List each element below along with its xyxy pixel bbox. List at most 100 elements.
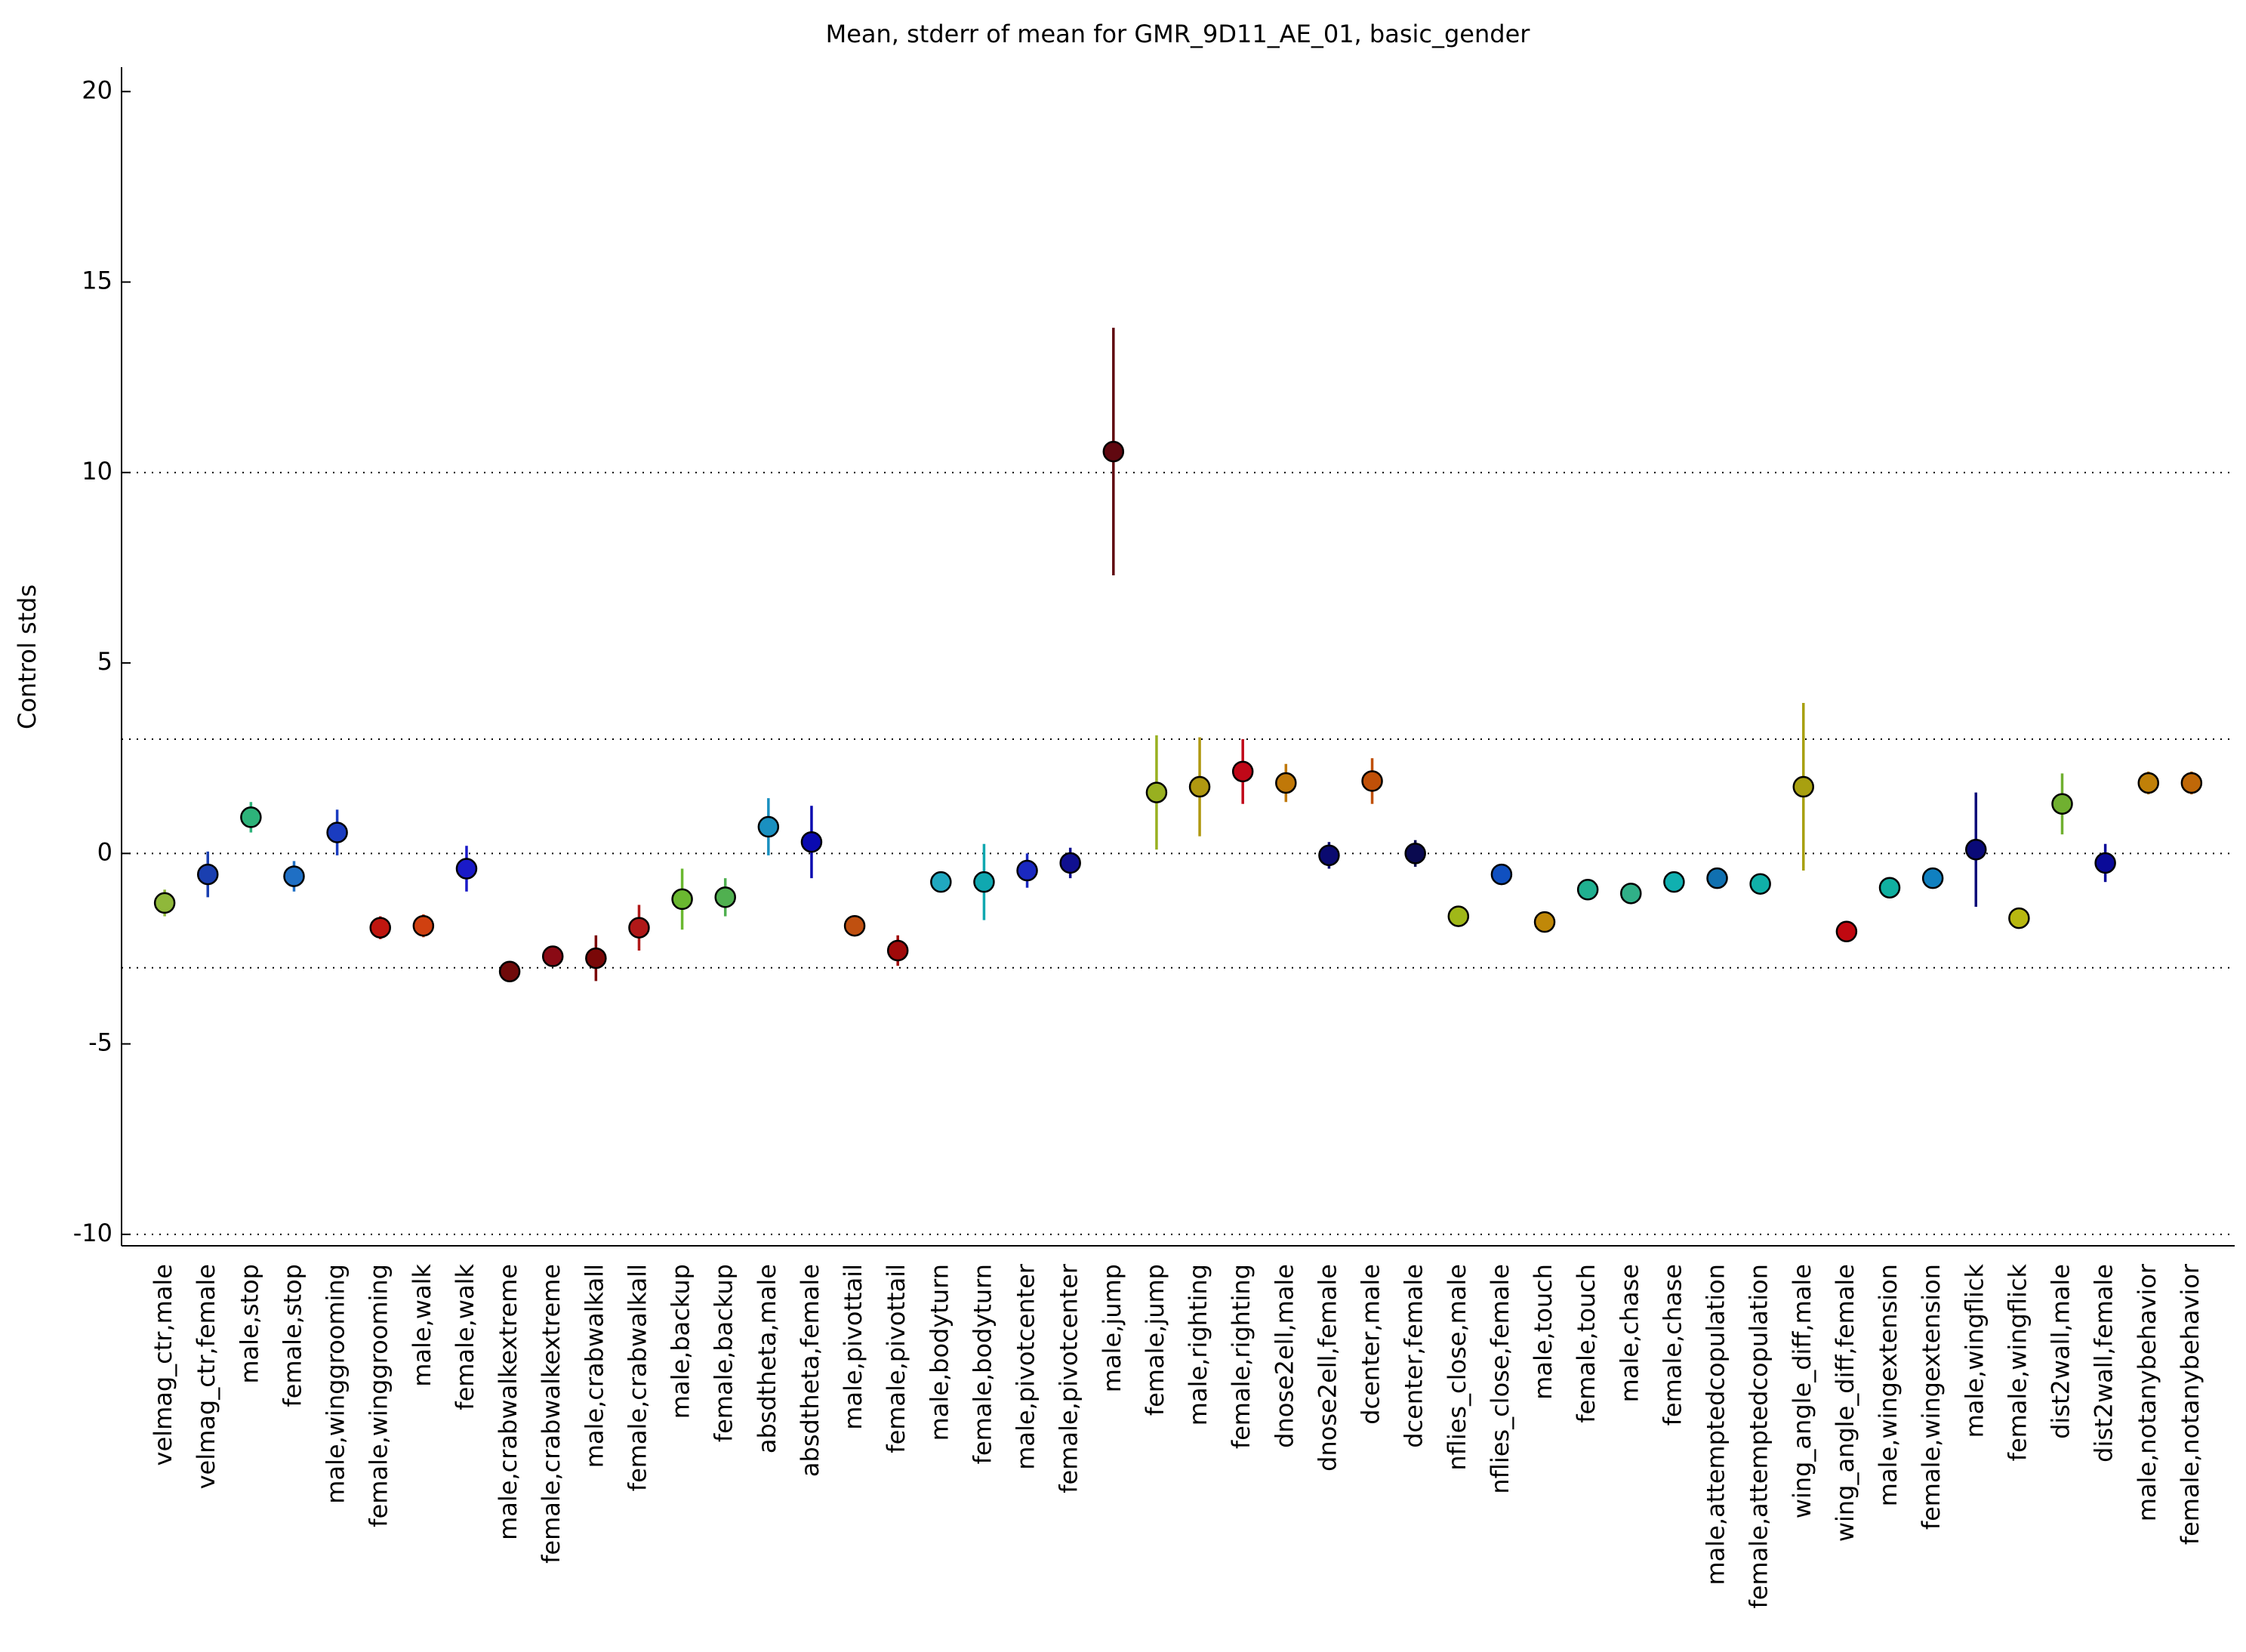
y-tick-label: 20 (82, 76, 112, 104)
mean-marker (585, 947, 607, 969)
mean-marker (369, 917, 391, 938)
mean-marker (1965, 839, 1987, 861)
mean-marker (283, 865, 305, 887)
x-tick-label: female,touch (1572, 1264, 1601, 1423)
mean-marker (2008, 907, 2030, 929)
x-tick-label: female,pivottail (882, 1264, 910, 1453)
x-tick-label: female,pivotcenter (1055, 1263, 1083, 1493)
mean-marker (1059, 852, 1081, 874)
x-tick-label: male,wingflick (1960, 1264, 1989, 1438)
x-tick-label: nflies_close,female (1486, 1264, 1514, 1494)
x-tick-label: male,backup (667, 1264, 695, 1419)
x-tick-label: female,notanybehavior (2176, 1263, 2204, 1545)
mean-marker (1361, 770, 1383, 792)
x-tick-label: male,bodyturn (925, 1264, 954, 1441)
x-tick-label: female,backup (710, 1264, 738, 1442)
mean-marker (757, 815, 780, 838)
x-tick-label: male,winggrooming (322, 1264, 350, 1504)
x-tick-label: male,chase (1615, 1264, 1644, 1402)
x-tick-label: female,walk (451, 1264, 479, 1410)
x-tick-label: male,stop (235, 1264, 263, 1384)
x-tick-label: male,crabwalkextreme (494, 1264, 522, 1540)
mean-marker (412, 914, 435, 937)
mean-marker (1921, 867, 1944, 889)
x-tick-label: female,chase (1658, 1264, 1687, 1425)
mean-marker (671, 888, 693, 911)
x-tick-label: male,righting (1184, 1264, 1212, 1425)
mean-marker (1576, 879, 1599, 901)
mean-marker (886, 939, 909, 962)
x-tick-label: dist2wall,female (2090, 1264, 2118, 1462)
mean-marker (2180, 772, 2203, 794)
x-tick-label: male,crabwalkall (580, 1264, 608, 1468)
mean-marker (1275, 772, 1297, 794)
x-tick-label: wing_angle_diff,female (1831, 1264, 1859, 1542)
y-axis-label: Control stds (13, 584, 42, 729)
x-tick-label: female,stop (278, 1264, 307, 1407)
x-tick-label: velmag_ctr,female (192, 1264, 220, 1489)
mean-marker (843, 914, 866, 937)
mean-marker (2094, 852, 2116, 874)
x-tick-label: male,notanybehavior (2133, 1263, 2161, 1521)
mean-marker (326, 821, 348, 843)
mean-marker (1231, 760, 1254, 783)
mean-marker (930, 871, 952, 893)
x-tick-label: female,jump (1141, 1264, 1169, 1416)
mean-marker (240, 806, 262, 828)
mean-marker (1490, 863, 1513, 886)
x-tick-label: female,winggrooming (365, 1264, 393, 1527)
mean-marker (800, 831, 823, 853)
mean-marker (2051, 793, 2073, 815)
x-tick-label: absdtheta,female (796, 1264, 824, 1477)
mean-marker (1447, 905, 1470, 927)
mean-marker (455, 858, 478, 880)
x-tick-label: male,wingextension (1874, 1264, 1902, 1506)
x-tick-label: dnose2ell,male (1270, 1264, 1299, 1448)
x-tick-label: female,bodyturn (968, 1264, 997, 1464)
x-tick-label: male,pivottail (839, 1264, 867, 1430)
mean-marker (498, 960, 521, 982)
mean-marker (1188, 775, 1211, 798)
y-tick-label: 5 (97, 647, 112, 676)
mean-marker (714, 886, 736, 908)
mean-marker (153, 892, 176, 914)
x-tick-label: female,righting (1227, 1264, 1255, 1449)
x-tick-label: female,wingflick (2003, 1264, 2032, 1462)
mean-marker (973, 871, 995, 893)
mean-marker (1102, 440, 1125, 463)
mean-marker (1404, 843, 1426, 865)
y-tick-label: 10 (82, 457, 112, 485)
y-tick-label: 0 (97, 837, 112, 866)
x-tick-label: dcenter,male (1357, 1264, 1385, 1425)
y-tick-label: 15 (82, 267, 112, 295)
x-tick-label: male,jump (1098, 1264, 1126, 1392)
y-tick-label: -10 (73, 1219, 112, 1247)
mean-marker (1835, 920, 1858, 943)
mean-marker (1878, 877, 1901, 898)
x-tick-label: male,touch (1529, 1264, 1557, 1400)
x-tick-label: dnose2ell,female (1313, 1264, 1342, 1472)
mean-marker (1533, 911, 1556, 933)
mean-marker (1792, 775, 1815, 798)
mean-marker (196, 863, 219, 886)
x-tick-label: absdtheta,male (753, 1264, 781, 1453)
mean-marker (541, 945, 564, 967)
x-tick-label: female,crabwalkextreme (537, 1264, 565, 1564)
x-tick-label: dcenter,female (1400, 1264, 1428, 1448)
x-tick-label: male,attemptedcopulation (1702, 1264, 1730, 1586)
x-tick-label: nflies_close,male (1443, 1264, 1471, 1471)
x-tick-label: male,pivotcenter (1012, 1263, 1040, 1470)
mean-marker (2137, 772, 2160, 794)
x-tick-label: dist2wall,male (2047, 1264, 2075, 1439)
mean-marker (1620, 883, 1642, 905)
x-tick-label: female,attemptedcopulation (1745, 1264, 1773, 1608)
mean-marker (1663, 871, 1685, 893)
mean-marker (1016, 859, 1038, 882)
x-tick-label: female,wingextension (1917, 1264, 1946, 1530)
chart-title: Mean, stderr of mean for GMR_9D11_AE_01,… (826, 20, 1531, 48)
x-tick-label: female,crabwalkall (623, 1264, 652, 1491)
mean-marker (1706, 867, 1728, 889)
x-tick-label: wing_angle_diff,male (1788, 1264, 1816, 1518)
